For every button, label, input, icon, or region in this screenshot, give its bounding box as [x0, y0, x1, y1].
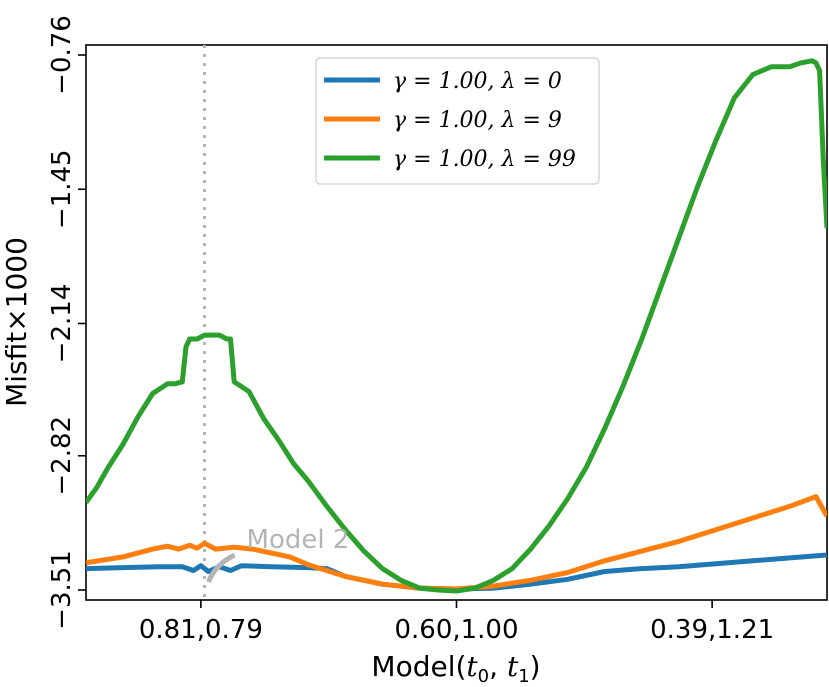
x-tick-label: 0.39,1.21	[650, 615, 774, 645]
x-tick-label: 0.81,0.79	[139, 615, 263, 645]
annotation-arrow	[206, 552, 236, 583]
legend-label-1: γ = 1.00, λ = 0	[393, 69, 562, 94]
annotation-label: Model 2	[247, 525, 350, 555]
legend-label-2: γ = 1.00, λ = 9	[393, 108, 562, 133]
series-line-2	[86, 494, 827, 592]
legend-box	[315, 57, 600, 185]
y-tick-label: −2.14	[47, 284, 77, 364]
x-tick-label: 0.60,1.00	[394, 615, 518, 645]
y-axis: −3.51 −2.82 −2.14 −1.45 −0.76	[47, 15, 86, 630]
series-lines	[86, 58, 827, 594]
x-axis: 0.81,0.79 0.60,1.00 0.39,1.21	[139, 600, 774, 645]
x-axis-title: Model(t0, t1)	[371, 650, 540, 687]
legend-label-3: γ = 1.00, λ = 99	[393, 147, 576, 172]
y-axis-title: Misfit×1000	[0, 237, 33, 407]
series-line-3	[86, 58, 827, 594]
legend: γ = 1.00, λ = 0 γ = 1.00, λ = 9 γ = 1.00, …	[315, 57, 600, 185]
y-tick-label: −3.51	[47, 550, 77, 630]
y-tick-label: −0.76	[47, 15, 77, 95]
y-tick-label: −1.45	[47, 149, 77, 229]
y-tick-label: −2.82	[47, 416, 77, 496]
